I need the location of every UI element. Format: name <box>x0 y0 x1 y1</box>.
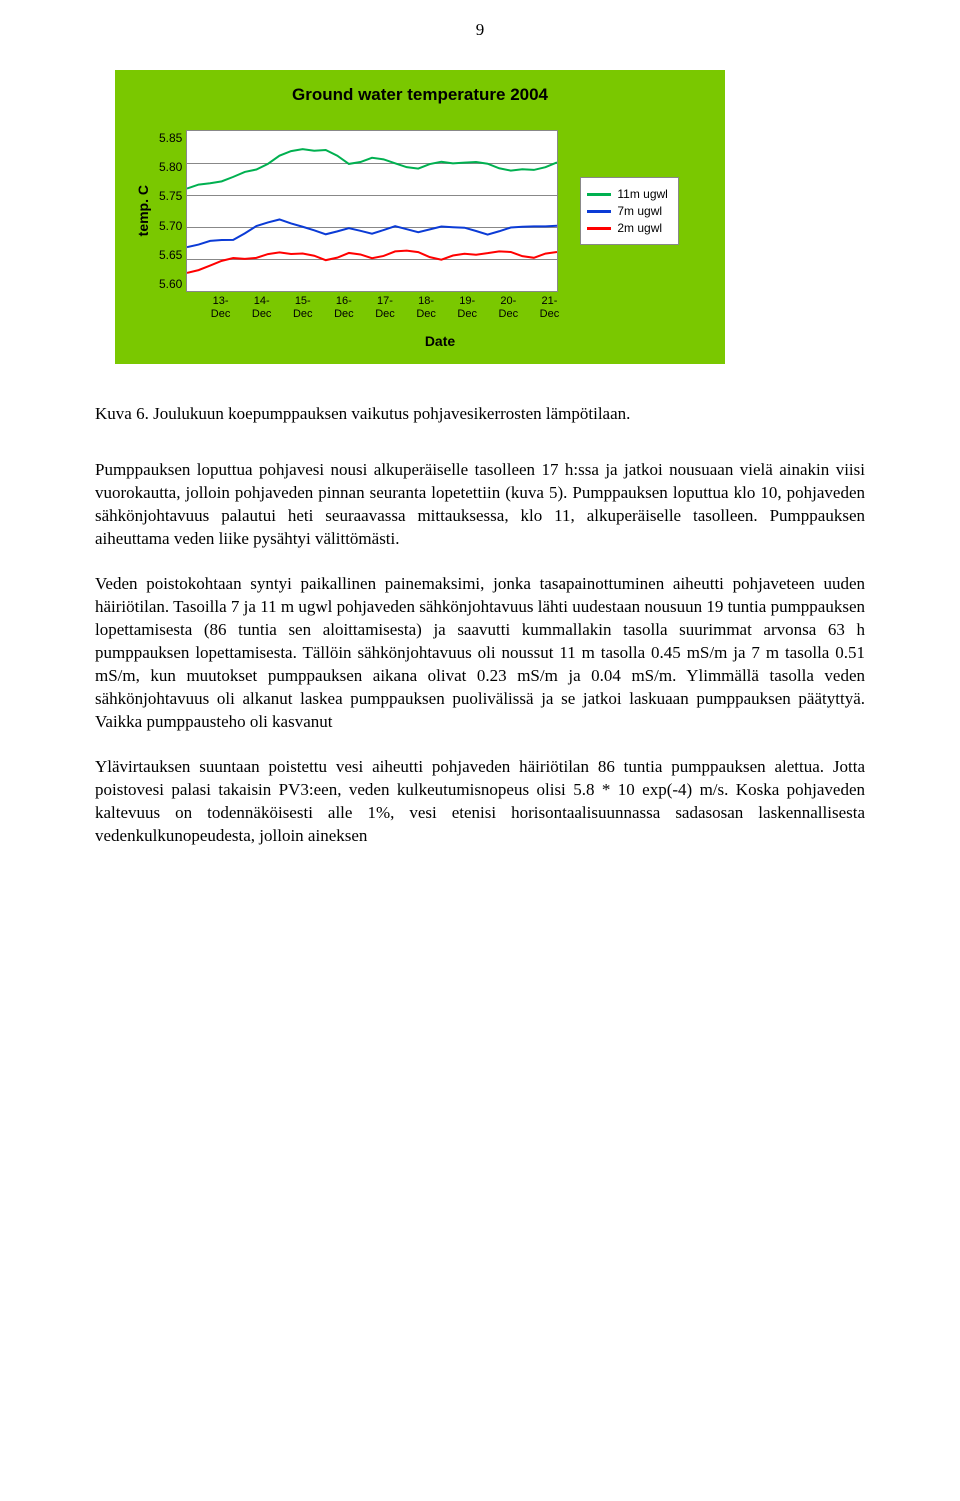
chart-title: Ground water temperature 2004 <box>135 85 705 105</box>
xtick: 17-Dec <box>364 295 405 321</box>
legend-label: 2m ugwl <box>617 221 662 235</box>
ytick: 5.75 <box>159 189 182 203</box>
chart-legend: 11m ugwl 7m ugwl 2m ugwl <box>580 177 678 245</box>
xtick: 15-Dec <box>282 295 323 321</box>
figure-caption: Kuva 6. Joulukuun koepumppauksen vaikutu… <box>95 404 865 424</box>
legend-item: 11m ugwl <box>587 187 667 201</box>
chart-xlabel: Date <box>175 333 705 349</box>
chart-xaxis: 13-Dec14-Dec15-Dec16-Dec17-Dec18-Dec19-D… <box>200 295 570 321</box>
body-paragraph: Veden poistokohtaan syntyi paikallinen p… <box>95 573 865 734</box>
temperature-chart: Ground water temperature 2004 temp. C 5.… <box>115 70 725 364</box>
ytick: 5.70 <box>159 219 182 233</box>
body-paragraph: Pumppauksen loputtua pohjavesi nousi alk… <box>95 459 865 551</box>
chart-plot-area <box>186 130 558 292</box>
xtick: 16-Dec <box>323 295 364 321</box>
chart-ylabel: temp. C <box>135 185 151 236</box>
ytick: 5.65 <box>159 248 182 262</box>
xtick: 14-Dec <box>241 295 282 321</box>
ytick: 5.85 <box>159 131 182 145</box>
ytick: 5.60 <box>159 277 182 291</box>
legend-label: 11m ugwl <box>617 187 667 201</box>
legend-swatch <box>587 210 611 213</box>
xtick: 19-Dec <box>447 295 488 321</box>
xtick: 20-Dec <box>488 295 529 321</box>
legend-swatch <box>587 193 611 196</box>
xtick: 21-Dec <box>529 295 570 321</box>
page-number: 9 <box>95 20 865 40</box>
legend-item: 7m ugwl <box>587 204 667 218</box>
legend-item: 2m ugwl <box>587 221 667 235</box>
body-paragraph: Ylävirtauksen suuntaan poistettu vesi ai… <box>95 756 865 848</box>
legend-label: 7m ugwl <box>617 204 662 218</box>
ytick: 5.80 <box>159 160 182 174</box>
chart-yaxis: 5.85 5.80 5.75 5.70 5.65 5.60 <box>159 131 182 291</box>
xtick: 18-Dec <box>406 295 447 321</box>
legend-swatch <box>587 227 611 230</box>
xtick: 13-Dec <box>200 295 241 321</box>
